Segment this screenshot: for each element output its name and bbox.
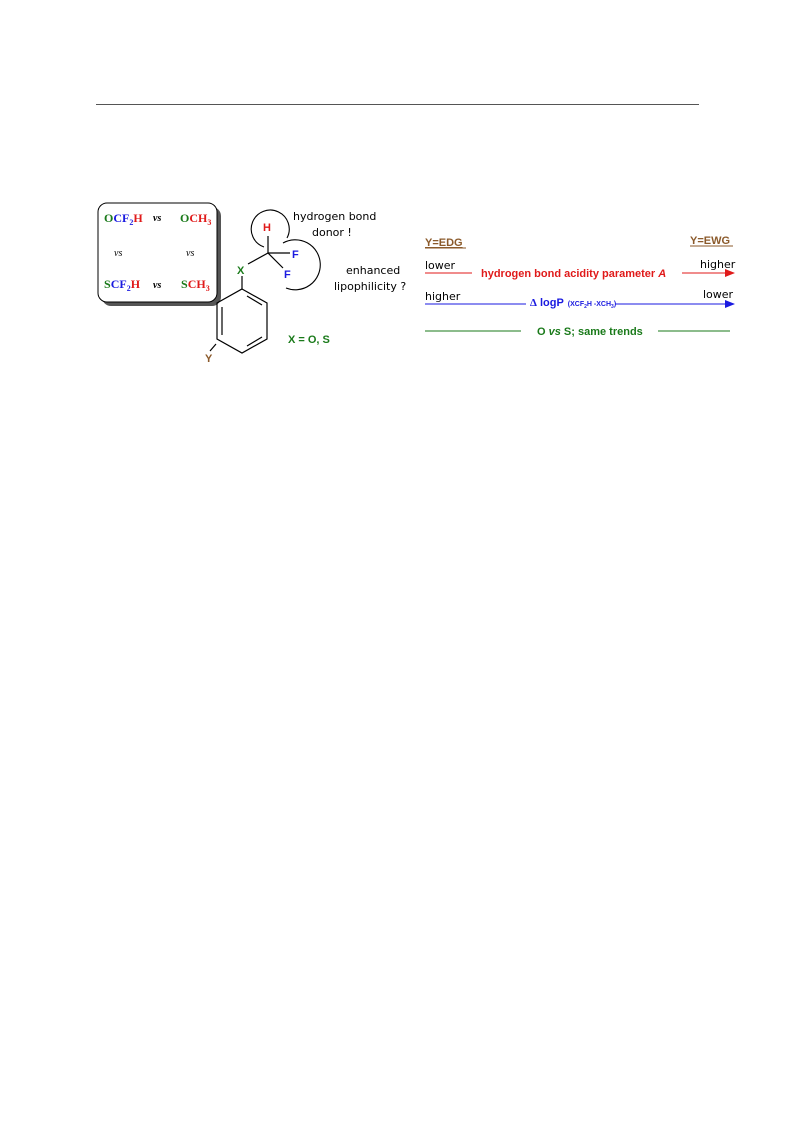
x-c-bond — [247, 252, 269, 265]
lipo-note-line2: lipophilicity ? — [334, 280, 406, 293]
property-notes: hydrogen bond donor ! enhanced lipophili… — [293, 210, 406, 293]
scf2h-label: SCF2H — [104, 277, 141, 293]
row1-right-label: higher — [700, 258, 736, 271]
y-ewg-label: Y=EWG — [690, 235, 730, 247]
vs-label-right: vs — [186, 248, 194, 259]
box-frame — [97, 202, 218, 303]
f2-atom-label: F — [284, 269, 291, 281]
ring-y-bond — [209, 343, 217, 352]
comparison-box: OCF2H vs OCH3 vs vs SCF2H vs SCH3 — [97, 202, 221, 306]
row3-same-trends-text: O vs S; same trends — [537, 326, 643, 338]
row2-right-label: lower — [703, 288, 734, 301]
trend-panel: Y=EDG Y=EWG lower higher hydrogen bond a… — [425, 235, 736, 338]
c-f2-bond — [267, 252, 284, 269]
y-atom-label: Y — [205, 353, 213, 365]
row1-left-label: lower — [425, 259, 456, 272]
sch3-label: SCH3 — [181, 277, 210, 293]
row2-logp-text: Δ logP (XCF2H -XCH3) — [530, 297, 616, 310]
h-atom-label: H — [263, 222, 271, 234]
hbd-note-line1: hydrogen bond — [293, 210, 376, 223]
vs-label-top: vs — [153, 213, 161, 224]
vs-label-bottom: vs — [153, 280, 161, 291]
top-rule — [96, 104, 699, 105]
och3-label: OCH3 — [180, 211, 211, 227]
vs-label-left: vs — [114, 248, 122, 259]
hbd-note-line2: donor ! — [312, 226, 352, 239]
lipophilicity-arc — [282, 239, 321, 291]
y-edg-label: Y=EDG — [425, 237, 463, 249]
x-definition: X = O, S — [288, 334, 330, 346]
aryl-difluoromethyl-structure: H F F X Y X = O, S — [205, 209, 330, 365]
hbd-arc — [250, 209, 290, 248]
ocf2h-label: OCF2H — [104, 211, 143, 227]
ring-double-bond-1 — [246, 295, 263, 306]
benzene-ring — [216, 288, 268, 354]
row1-acidity-text: hydrogen bond acidity parameter A — [481, 268, 666, 280]
f1-atom-label: F — [292, 249, 299, 261]
lipo-note-line1: enhanced — [346, 264, 400, 277]
ring-double-bond-2 — [246, 336, 263, 347]
x-atom-label: X — [237, 265, 245, 277]
row2-left-label: higher — [425, 290, 461, 303]
